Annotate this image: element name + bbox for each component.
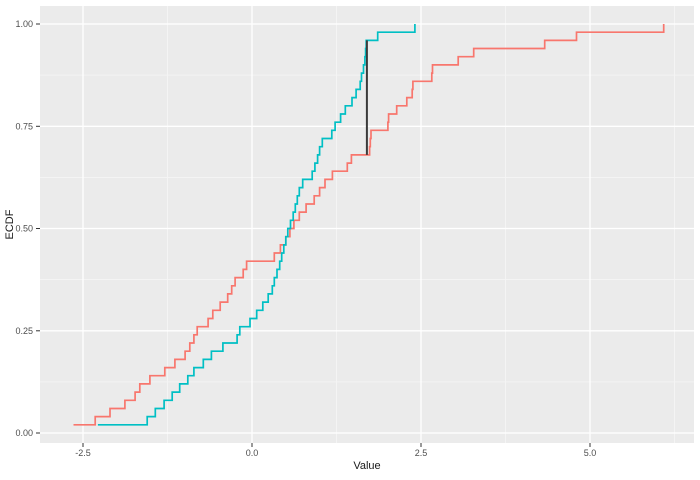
y-axis-tick-label: 0.75 [15,121,33,131]
y-axis-title: ECDF [4,209,16,239]
y-axis-tick-label: 0.25 [15,326,33,336]
x-axis-tick-label: 2.5 [415,448,428,458]
ecdf-line-sample-cyan [97,24,416,426]
y-axis-tick-label: 1.00 [15,19,33,29]
y-axis-tick-label: 0.50 [15,224,33,234]
x-axis-tick-label: 0.0 [246,448,259,458]
x-axis-tick-label: -2.5 [75,448,91,458]
ecdf-line-sample-red [73,24,665,426]
y-axis-tick-label: 0.00 [15,428,33,438]
x-axis-title: Value [353,460,380,472]
x-axis-tick-label: 5.0 [584,448,597,458]
